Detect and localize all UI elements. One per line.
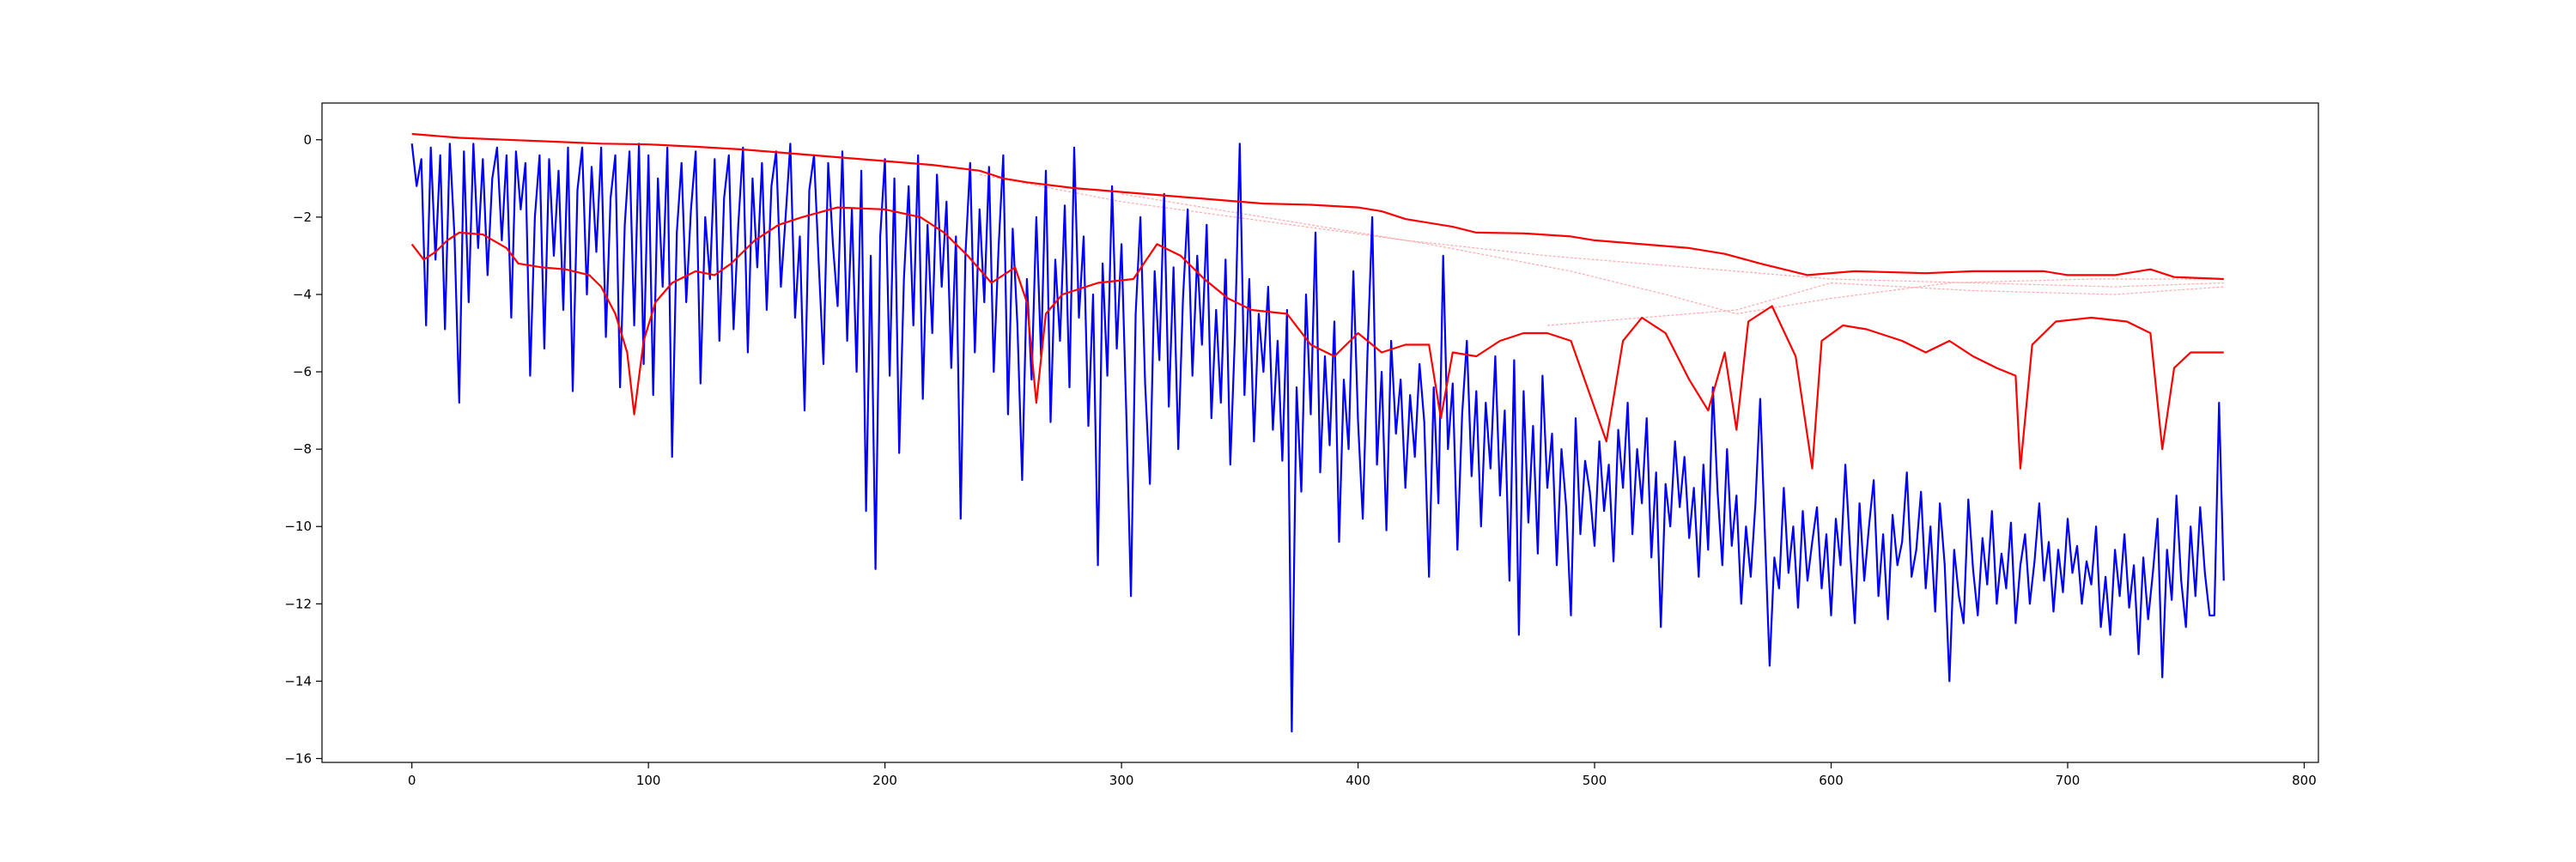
x-tick-label: 300 xyxy=(1109,773,1134,788)
x-tick-label: 0 xyxy=(408,773,416,788)
y-tick-label: −10 xyxy=(284,519,312,534)
y-axis: 0 −2 −4 −6 −8 −10 −12 −14 −16 xyxy=(284,132,322,766)
y-tick-label: −8 xyxy=(293,441,312,457)
series-line-upper-envelope xyxy=(411,132,2224,281)
x-tick-label: 200 xyxy=(872,773,897,788)
y-tick-label: −2 xyxy=(293,209,312,225)
series-line-faint-track-1 xyxy=(979,173,2224,288)
y-tick-label: −12 xyxy=(284,596,312,611)
x-tick-label: 100 xyxy=(636,773,661,788)
series-line-faint-track-2 xyxy=(1121,193,2224,315)
y-tick-label: −6 xyxy=(293,364,312,379)
y-tick-label: −4 xyxy=(293,287,312,302)
x-tick-label: 700 xyxy=(2056,773,2081,788)
series-line-noisy-signal xyxy=(410,143,2225,733)
x-tick-label: 500 xyxy=(1583,773,1607,788)
x-axis: 0 100 200 300 400 500 600 700 800 xyxy=(408,762,2317,788)
series-layer xyxy=(410,132,2225,733)
y-tick-label: −14 xyxy=(284,673,312,689)
x-tick-label: 800 xyxy=(2292,773,2317,788)
y-tick-label: −16 xyxy=(284,750,312,766)
y-tick-label: 0 xyxy=(303,132,312,148)
series-line-faint-track-3 xyxy=(1546,282,2224,326)
plot-frame xyxy=(321,102,2319,763)
x-tick-label: 400 xyxy=(1346,773,1370,788)
series-line-lower-envelope xyxy=(410,206,2224,470)
x-tick-label: 600 xyxy=(1819,773,1844,788)
